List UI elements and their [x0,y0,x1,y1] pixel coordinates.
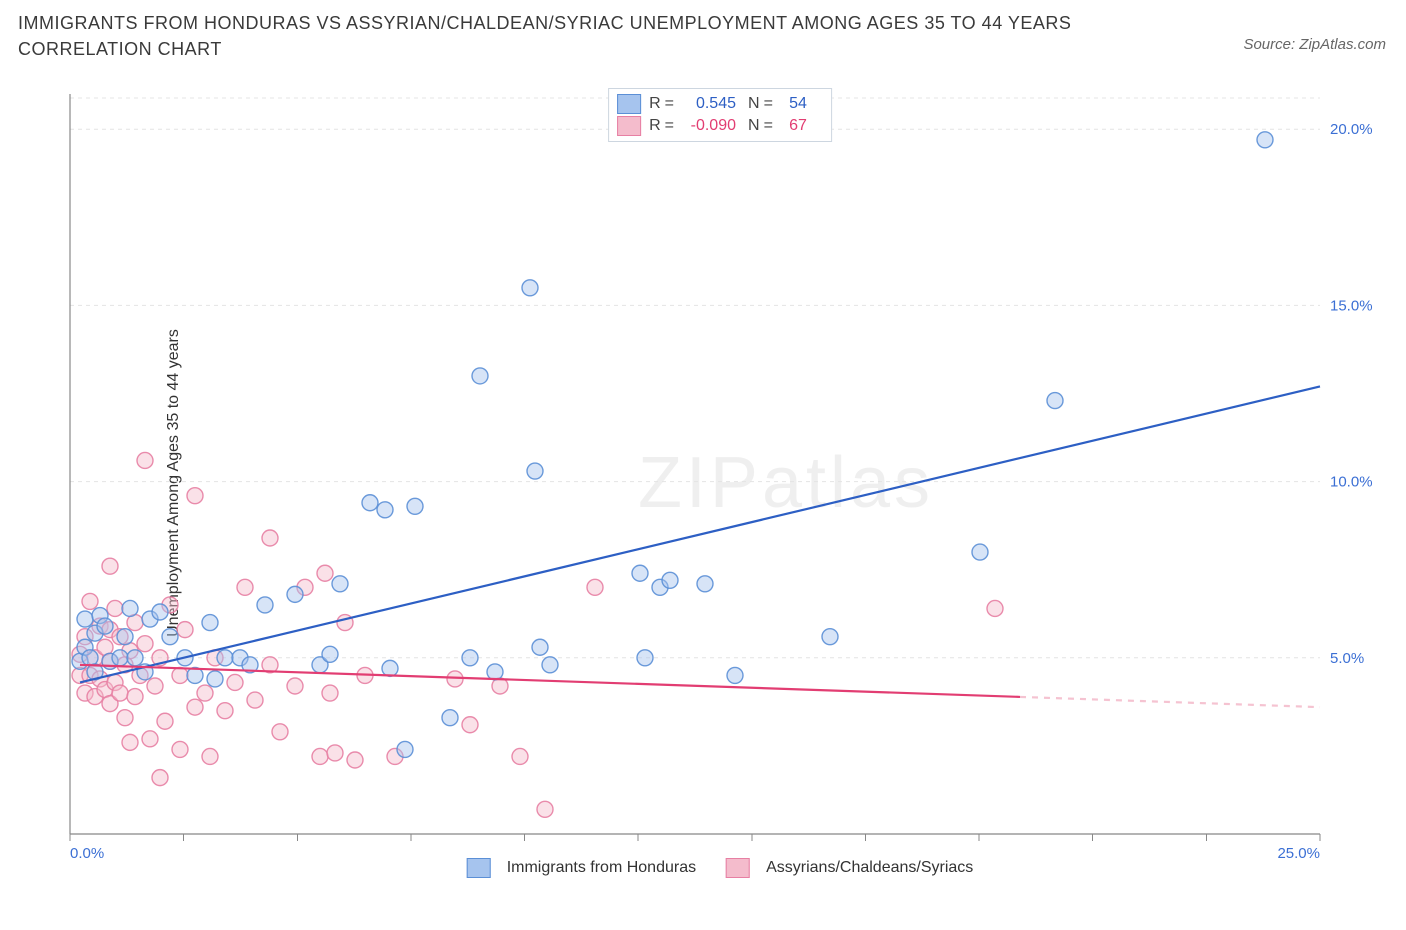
eq-1b: = [764,95,773,113]
n-label-1: N [748,95,760,113]
svg-text:20.0%: 20.0% [1330,121,1373,138]
source-attribution: Source: ZipAtlas.com [1243,36,1386,53]
eq-2b: = [764,117,773,135]
svg-text:10.0%: 10.0% [1330,474,1373,491]
stats-row-series1: R = 0.545 N = 54 [617,93,819,115]
stats-legend: R = 0.545 N = 54 R = -0.090 N = 67 [608,88,832,142]
svg-text:15.0%: 15.0% [1330,297,1373,314]
legend-swatch-series1 [617,94,641,114]
scatter-plot-svg: 5.0% 10.0% 15.0% 20.0% 0.0% 25.0% [60,88,1380,878]
eq-1a: = [665,95,674,113]
n-value-2: 67 [777,117,807,135]
legend-swatch-bottom-2 [726,858,750,878]
svg-text:25.0%: 25.0% [1277,845,1320,862]
chart-area: Unemployment Among Ages 35 to 44 years Z… [60,88,1380,878]
n-label-2: N [748,117,760,135]
r-value-2: -0.090 [678,117,736,135]
svg-text:5.0%: 5.0% [1330,650,1364,667]
eq-2a: = [665,117,674,135]
legend-label-series2: Assyrians/Chaldeans/Syriacs [766,859,973,877]
bottom-legend: Immigrants from Honduras Assyrians/Chald… [467,858,974,878]
stats-row-series2: R = -0.090 N = 67 [617,115,819,137]
legend-item-series2: Assyrians/Chaldeans/Syriacs [726,858,973,878]
r-label-1: R [649,95,661,113]
legend-swatch-series2 [617,116,641,136]
legend-swatch-bottom-1 [467,858,491,878]
r-label-2: R [649,117,661,135]
chart-title: IMMIGRANTS FROM HONDURAS VS ASSYRIAN/CHA… [18,10,1118,62]
r-value-1: 0.545 [678,95,736,113]
legend-item-series1: Immigrants from Honduras [467,858,696,878]
legend-label-series1: Immigrants from Honduras [507,859,696,877]
n-value-1: 54 [777,95,807,113]
svg-text:0.0%: 0.0% [70,845,104,862]
